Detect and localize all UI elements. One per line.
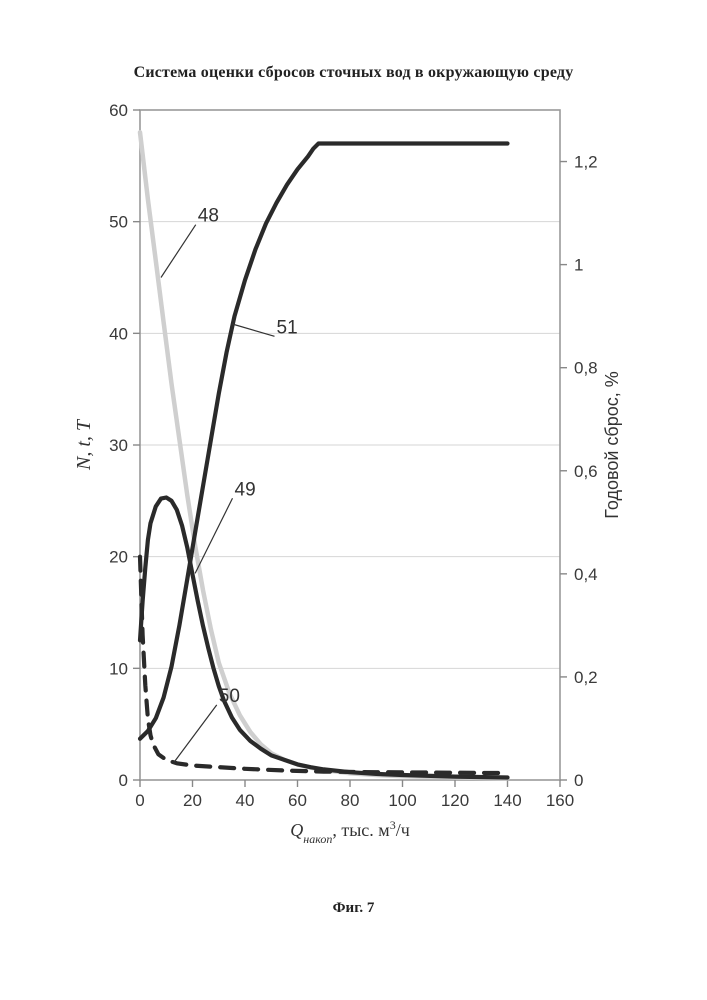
svg-text:0,4: 0,4 [574, 565, 598, 584]
svg-text:40: 40 [236, 791, 255, 810]
page: Система оценки сбросов сточных вод в окр… [0, 0, 707, 1000]
svg-text:100: 100 [388, 791, 416, 810]
svg-text:0: 0 [135, 791, 144, 810]
svg-text:30: 30 [109, 436, 128, 455]
svg-text:0,8: 0,8 [574, 359, 598, 378]
svg-text:60: 60 [109, 101, 128, 120]
svg-text:20: 20 [109, 548, 128, 567]
svg-text:N, t, T: N, t, T [73, 418, 95, 471]
svg-text:1: 1 [574, 256, 583, 275]
curve-51 [140, 144, 508, 739]
svg-text:80: 80 [341, 791, 360, 810]
svg-text:160: 160 [546, 791, 574, 810]
svg-text:140: 140 [493, 791, 521, 810]
callout-49: 49 [235, 479, 256, 500]
svg-text:Qнакоп, тыс. м3/ч: Qнакоп, тыс. м3/ч [290, 818, 410, 846]
svg-text:120: 120 [441, 791, 469, 810]
svg-text:10: 10 [109, 659, 128, 678]
svg-text:Годовой сброс, %: Годовой сброс, % [602, 371, 622, 518]
svg-text:20: 20 [183, 791, 202, 810]
chart-svg: 020406080100120140160010203040506000,20,… [70, 100, 630, 860]
svg-text:1,2: 1,2 [574, 153, 598, 172]
svg-text:40: 40 [109, 324, 128, 343]
chart-container: 020406080100120140160010203040506000,20,… [70, 100, 630, 860]
curve-48 [140, 132, 508, 778]
svg-text:0: 0 [119, 771, 128, 790]
callout-48: 48 [198, 206, 219, 227]
page-title: Система оценки сбросов сточных вод в окр… [0, 64, 707, 82]
svg-text:0,6: 0,6 [574, 462, 598, 481]
svg-text:50: 50 [109, 213, 128, 232]
figure-caption: Фиг. 7 [0, 900, 707, 917]
svg-text:0,2: 0,2 [574, 668, 598, 687]
svg-text:0: 0 [574, 771, 583, 790]
svg-text:60: 60 [288, 791, 307, 810]
callout-51: 51 [277, 317, 298, 338]
callout-50: 50 [219, 686, 240, 707]
